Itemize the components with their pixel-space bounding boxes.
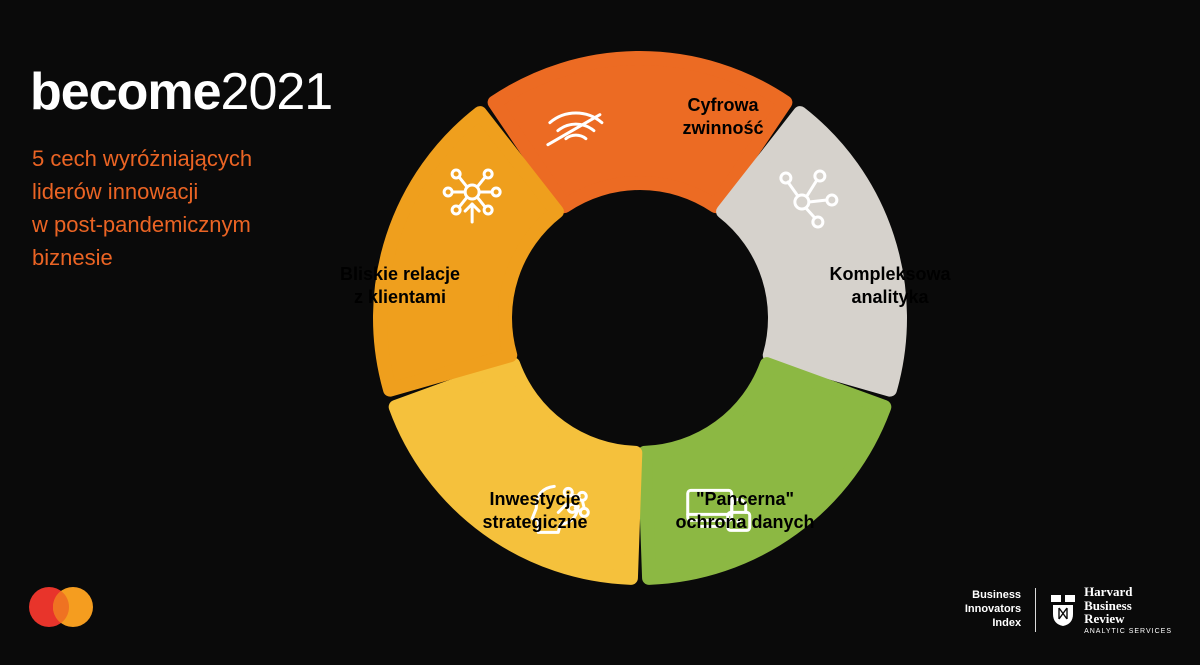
footer-credits: Business Innovators Index Harvard Busine… <box>965 585 1172 635</box>
segment-label-strategic-investments: Inwestycje strategiczne <box>455 488 615 533</box>
donut-chart: Cyfrowa zwinność Kompleksowa analityka "… <box>360 38 920 598</box>
donut-segment <box>396 364 636 578</box>
bii-label: Business Innovators Index <box>965 589 1021 630</box>
segment-label-client-relations: Bliskie relacje z klientami <box>325 263 475 308</box>
subtitle-line: 5 cech wyróżniających <box>32 142 252 175</box>
page-title: become2021 <box>30 62 332 122</box>
divider <box>1035 588 1036 632</box>
segment-label-analytics: Kompleksowa analityka <box>815 263 965 308</box>
segment-label-data-protection: "Pancerna" ochrona danych <box>660 488 830 533</box>
subtitle-line: biznesie <box>32 241 252 274</box>
subtitle-line: w post-pandemicznym <box>32 208 252 241</box>
subtitle: 5 cech wyróżniających liderów innowacji … <box>32 142 252 274</box>
shield-icon <box>1050 594 1076 626</box>
title-year: 2021 <box>221 63 333 121</box>
title-bold: become <box>30 63 221 121</box>
mastercard-logo <box>28 586 94 633</box>
subtitle-line: liderów innowacji <box>32 175 252 208</box>
segment-label-digital-agility: Cyfrowa zwinność <box>663 94 783 139</box>
donut-segment <box>645 364 885 578</box>
hbr-logo: Harvard Business Review ANALYTIC SERVICE… <box>1050 585 1172 635</box>
